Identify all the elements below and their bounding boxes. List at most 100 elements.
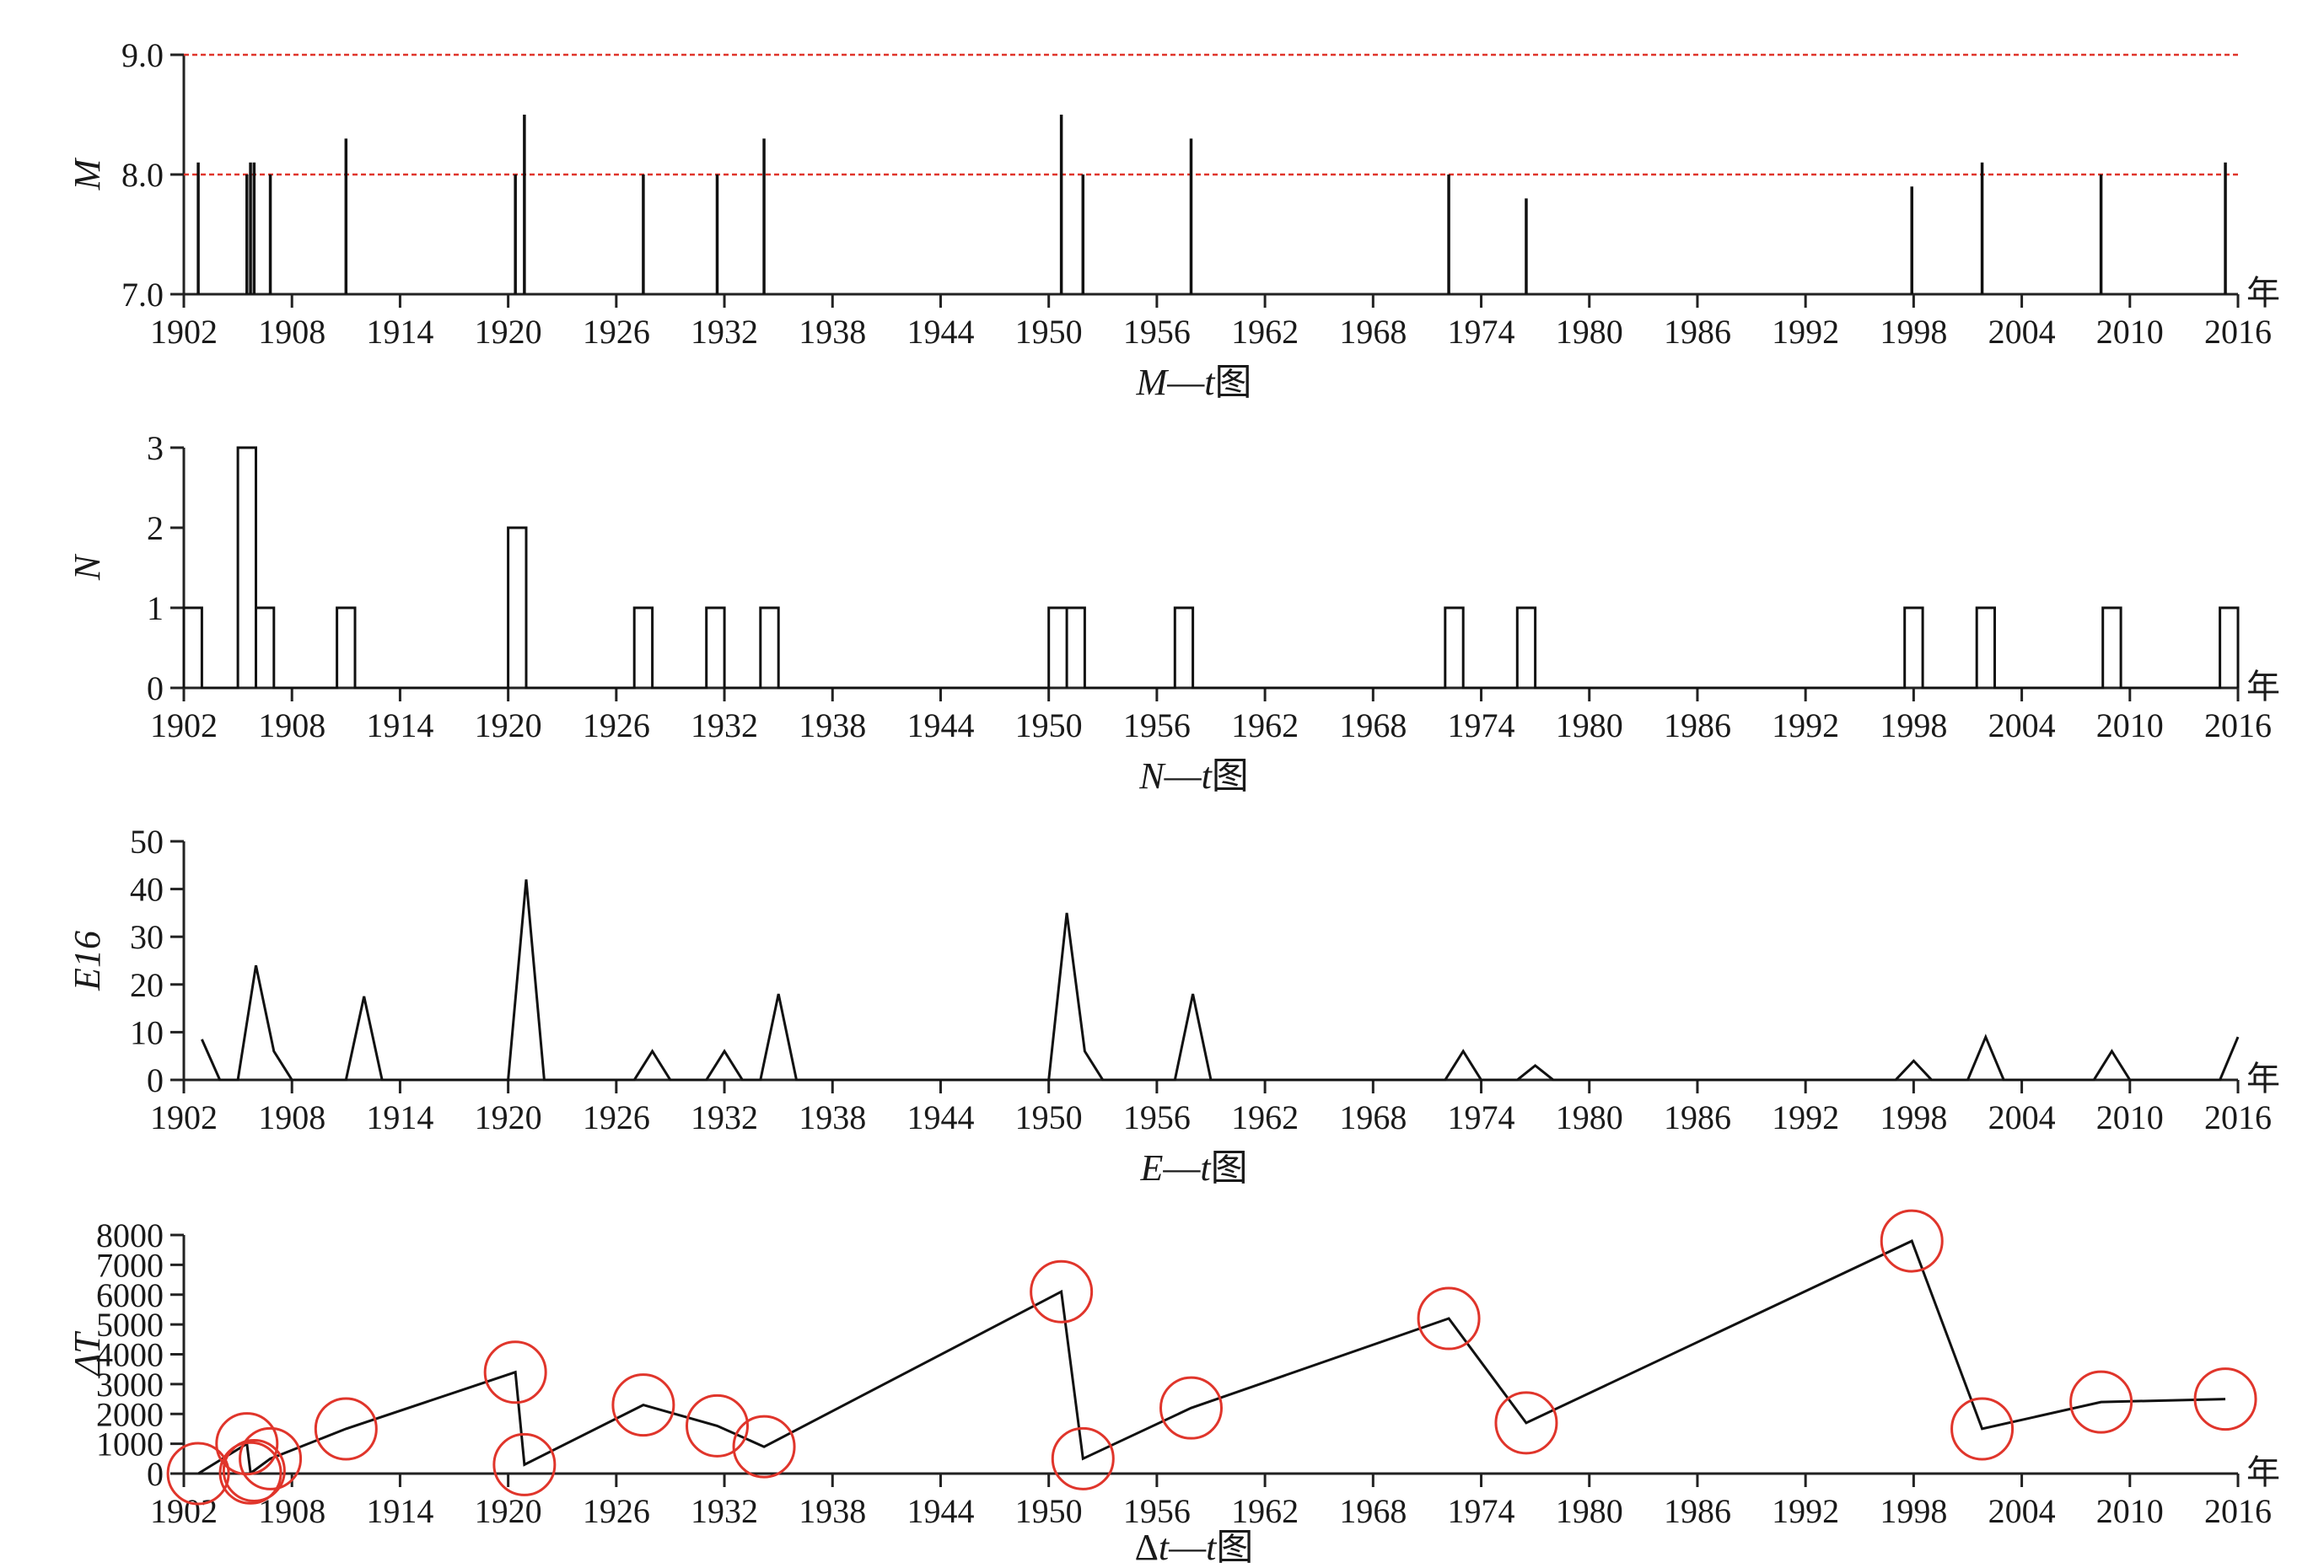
x-tick-label: 1950 xyxy=(1015,1492,1083,1530)
x-tick-label: 2010 xyxy=(2096,706,2164,744)
x-tick-label: 1902 xyxy=(150,313,218,351)
data-point-marker xyxy=(215,1412,279,1476)
x-tick-label: 2004 xyxy=(1988,1492,2056,1530)
data-point-marker xyxy=(1494,1391,1558,1455)
y-tick-label: 1 xyxy=(147,589,164,627)
x-tick-label: 1932 xyxy=(691,706,758,744)
x-tick-label: 2004 xyxy=(1988,706,2056,744)
data-point-marker xyxy=(2193,1367,2257,1431)
y-tick-label: 40 xyxy=(130,871,164,909)
y-axis-label: E16 xyxy=(67,931,108,991)
data-point-marker xyxy=(1880,1209,1944,1273)
x-unit-label: 年 xyxy=(2246,1453,2280,1491)
y-tick-label: 7.0 xyxy=(121,276,164,314)
count-series xyxy=(182,446,2240,690)
y-tick-label: 10 xyxy=(130,1013,164,1051)
x-tick-label: 1938 xyxy=(799,1098,866,1136)
chart-panel-1: 7.0 8.0 9.0 1902 1908 1914 1920 1926 1932 1938 194… xyxy=(67,36,2280,403)
x-tick-label: 1932 xyxy=(691,1492,758,1530)
data-point-marker xyxy=(166,1442,230,1506)
data-series-line xyxy=(201,879,2240,1082)
x-tick-label: 2010 xyxy=(2096,1098,2164,1136)
data-point-marker xyxy=(492,1432,557,1496)
y-tick-label: 20 xyxy=(130,966,164,1004)
x-tick-label: 1932 xyxy=(691,1098,758,1136)
y-tick-label: 7000 xyxy=(96,1246,164,1284)
x-tick-label: 1938 xyxy=(799,1492,866,1530)
x-unit-label: 年 xyxy=(2246,668,2280,706)
x-tick-label: 1944 xyxy=(906,1492,974,1530)
x-tick-label: 1962 xyxy=(1231,1492,1299,1530)
x-tick-label: 1968 xyxy=(1339,1492,1407,1530)
x-tick-label: 1956 xyxy=(1123,313,1191,351)
x-tick-label: 1968 xyxy=(1339,313,1407,351)
x-tick-label: 1962 xyxy=(1231,1098,1299,1136)
x-tick-label: 1914 xyxy=(366,313,433,351)
x-tick-label: 1932 xyxy=(691,313,758,351)
x-tick-label: 2016 xyxy=(2204,313,2272,351)
x-tick-label: 1986 xyxy=(1664,1098,1731,1136)
y-tick-label: 50 xyxy=(130,823,164,861)
x-tick-label: 1926 xyxy=(583,706,650,744)
y-axis-label: ΔT xyxy=(67,1330,108,1377)
x-tick-label: 2004 xyxy=(1988,313,2056,351)
data-series-line xyxy=(197,1239,2226,1475)
x-tick-label: 2016 xyxy=(2204,1492,2272,1530)
y-tick-label: 3000 xyxy=(96,1366,164,1404)
x-tick-label: 1914 xyxy=(366,1098,433,1136)
y-tick-label: 9.0 xyxy=(121,36,164,74)
data-point-marker xyxy=(1030,1259,1094,1324)
chart-caption: Δt—t图 xyxy=(1135,1527,1254,1568)
x-tick-label: 1992 xyxy=(1772,313,1839,351)
data-point-marker xyxy=(483,1340,547,1404)
x-tick-label: 1980 xyxy=(1556,1098,1623,1136)
data-point-marker xyxy=(2069,1370,2133,1434)
data-point-marker xyxy=(1950,1397,2015,1461)
x-unit-label: 年 xyxy=(2246,1060,2280,1098)
x-tick-label: 1902 xyxy=(150,1492,218,1530)
y-tick-label: 3 xyxy=(147,429,164,467)
x-tick-label: 1962 xyxy=(1231,706,1299,744)
x-tick-label: 1908 xyxy=(258,1098,325,1136)
x-tick-label: 2016 xyxy=(2204,1098,2272,1136)
x-tick-label: 1920 xyxy=(475,1098,542,1136)
y-tick-label: 30 xyxy=(130,918,164,956)
x-tick-label: 1980 xyxy=(1556,1492,1623,1530)
y-tick-label: 0 xyxy=(147,1061,164,1099)
x-tick-label: 1920 xyxy=(475,313,542,351)
chart-caption: N—t图 xyxy=(1138,755,1249,797)
chart-caption: E—t图 xyxy=(1139,1147,1247,1189)
x-tick-label: 1914 xyxy=(366,1492,433,1530)
data-point-marker xyxy=(1051,1426,1115,1490)
y-axis-label: N xyxy=(67,553,108,581)
x-tick-label: 1992 xyxy=(1772,706,1839,744)
x-tick-label: 1902 xyxy=(150,1098,218,1136)
x-tick-label: 1926 xyxy=(583,1098,650,1136)
x-tick-label: 1908 xyxy=(258,1492,325,1530)
x-tick-label: 1914 xyxy=(366,706,433,744)
y-tick-label: 2 xyxy=(147,509,164,547)
x-unit-label: 年 xyxy=(2246,274,2280,312)
y-tick-label: 1000 xyxy=(96,1426,164,1463)
x-tick-label: 1920 xyxy=(475,1492,542,1530)
data-point-marker xyxy=(222,1438,286,1502)
x-tick-label: 1962 xyxy=(1231,313,1299,351)
data-point-marker xyxy=(686,1393,750,1458)
x-tick-label: 1902 xyxy=(150,706,218,744)
y-tick-label: 5000 xyxy=(96,1306,164,1344)
x-tick-label: 1974 xyxy=(1448,1098,1515,1136)
data-point-marker xyxy=(611,1373,675,1437)
data-point-marker xyxy=(239,1426,303,1490)
x-tick-label: 1956 xyxy=(1123,706,1191,744)
x-tick-label: 1986 xyxy=(1664,313,1731,351)
x-tick-label: 1986 xyxy=(1664,1492,1731,1530)
x-tick-label: 1998 xyxy=(1880,313,1947,351)
x-tick-label: 1992 xyxy=(1772,1492,1839,1530)
x-tick-label: 1950 xyxy=(1015,1098,1083,1136)
y-tick-label: 2000 xyxy=(96,1395,164,1433)
y-tick-label: 0 xyxy=(147,669,164,707)
x-tick-label: 2016 xyxy=(2204,706,2272,744)
x-tick-label: 1944 xyxy=(906,706,974,744)
